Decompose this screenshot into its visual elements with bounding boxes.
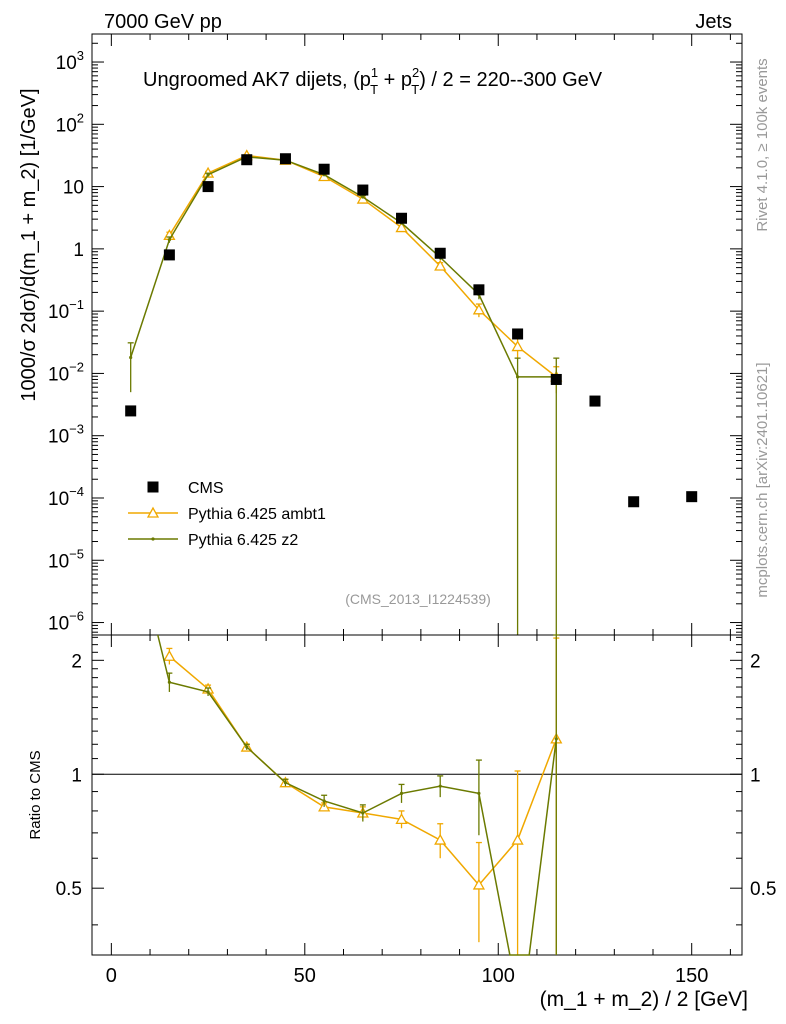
x-axis-label: (m_1 + m_2) / 2 [GeV] bbox=[540, 988, 748, 1011]
data-point bbox=[395, 221, 408, 233]
header-left: 7000 GeV pp bbox=[104, 11, 222, 33]
ratio-point bbox=[511, 833, 524, 845]
ratio-point bbox=[361, 811, 365, 815]
ratio-frame bbox=[91, 634, 743, 956]
legend-label: Pythia 6.425 ambt1 bbox=[188, 506, 326, 523]
data-point bbox=[202, 181, 214, 193]
data-point bbox=[125, 405, 137, 417]
ratio-point bbox=[322, 799, 326, 803]
ratio-panel: 2 2 1 1 0.5 0.5 bbox=[56, 634, 776, 956]
ratio-ticks: 2 2 1 1 0.5 0.5 bbox=[56, 636, 776, 926]
y-tick-label: 10 bbox=[63, 178, 84, 199]
legend-label: CMS bbox=[188, 480, 224, 497]
data-point bbox=[686, 491, 698, 503]
ratio-point bbox=[434, 833, 447, 845]
ratio-series bbox=[157, 634, 563, 956]
data-point bbox=[472, 303, 486, 315]
ratio-axis-label: Ratio to CMS bbox=[27, 750, 44, 839]
main-series bbox=[125, 149, 698, 635]
data-point bbox=[550, 373, 562, 385]
ratio-line bbox=[157, 634, 558, 956]
plot-title: Ungroomed AK7 dijets, (p1 T + p2 T) / 2 = … bbox=[143, 65, 603, 97]
ratio-point bbox=[395, 813, 408, 825]
data-point bbox=[201, 166, 215, 178]
x-axis: 0 50 100 150 bbox=[106, 34, 731, 987]
data-point bbox=[279, 153, 291, 165]
data-point bbox=[129, 355, 133, 360]
series-line bbox=[129, 156, 557, 378]
data-point bbox=[206, 173, 210, 177]
legend-label: Pythia 6.425 z2 bbox=[188, 532, 298, 549]
data-point bbox=[163, 249, 175, 261]
ratio-tick-label: 2 bbox=[750, 651, 761, 672]
ratio-point bbox=[472, 878, 486, 890]
ratio-point bbox=[167, 680, 171, 684]
legend-marker-ambt1 bbox=[146, 506, 160, 518]
y-tick-label: 10−2 bbox=[48, 359, 84, 385]
ratio-line bbox=[168, 655, 557, 887]
data-point bbox=[512, 328, 524, 340]
y-tick-label: 10−5 bbox=[48, 546, 84, 572]
data-point bbox=[434, 259, 447, 271]
y-axis-label: 1000/σ 2dσ)/d(m_1 + m_2) [1/GeV] bbox=[18, 88, 40, 401]
ratio-point bbox=[438, 784, 442, 788]
legend-marker-z2 bbox=[151, 537, 155, 541]
data-point bbox=[628, 496, 640, 508]
ratio-point bbox=[163, 649, 176, 661]
data-point bbox=[511, 340, 524, 352]
side-label-bottom: mcplots.cern.ch [arXiv:2401.10621] bbox=[754, 362, 771, 597]
analysis-label: (CMS_2013_I1224539) bbox=[345, 591, 491, 607]
ratio-point bbox=[283, 781, 288, 785]
ratio-point bbox=[399, 791, 404, 796]
ratio-point bbox=[554, 737, 558, 741]
data-point bbox=[318, 163, 330, 175]
legend: CMS Pythia 6.425 ambt1 Pythia 6.425 z2 bbox=[128, 480, 326, 549]
data-point bbox=[515, 375, 520, 379]
header-right: Jets bbox=[695, 11, 732, 33]
legend-marker-cms bbox=[147, 481, 159, 493]
x-tick-label: 150 bbox=[675, 965, 708, 987]
data-point bbox=[473, 284, 485, 296]
y-tick-label: 10−6 bbox=[48, 609, 84, 635]
ratio-point bbox=[206, 690, 210, 694]
y-tick-label: 1 bbox=[73, 240, 84, 261]
y-tick-label: 10−3 bbox=[48, 422, 84, 448]
side-label-top: Rivet 4.1.0, ≥ 100k events bbox=[754, 58, 771, 231]
ratio-tick-label: 1 bbox=[71, 765, 82, 786]
ratio-tick-label: 1 bbox=[750, 765, 761, 786]
data-point bbox=[361, 195, 365, 199]
y-tick-label: 102 bbox=[56, 110, 84, 136]
data-point bbox=[396, 212, 408, 224]
data-point bbox=[434, 247, 446, 259]
ratio-tick-label: 0.5 bbox=[750, 879, 776, 900]
data-point bbox=[589, 395, 601, 407]
ratio-tick-label: 2 bbox=[71, 651, 82, 672]
data-point bbox=[241, 154, 253, 166]
ratio-tick-label: 0.5 bbox=[56, 879, 82, 900]
x-tick-label: 100 bbox=[482, 965, 515, 987]
ratio-point bbox=[477, 791, 481, 796]
y-tick-label: 103 bbox=[56, 48, 84, 74]
data-point bbox=[167, 238, 171, 242]
ratio-point bbox=[245, 745, 249, 749]
y-tick-label: 10−4 bbox=[48, 484, 84, 510]
x-tick-label: 50 bbox=[294, 965, 316, 987]
x-tick-label: 0 bbox=[106, 965, 117, 987]
data-point bbox=[357, 184, 369, 196]
y-tick-label: 10−1 bbox=[48, 297, 84, 323]
